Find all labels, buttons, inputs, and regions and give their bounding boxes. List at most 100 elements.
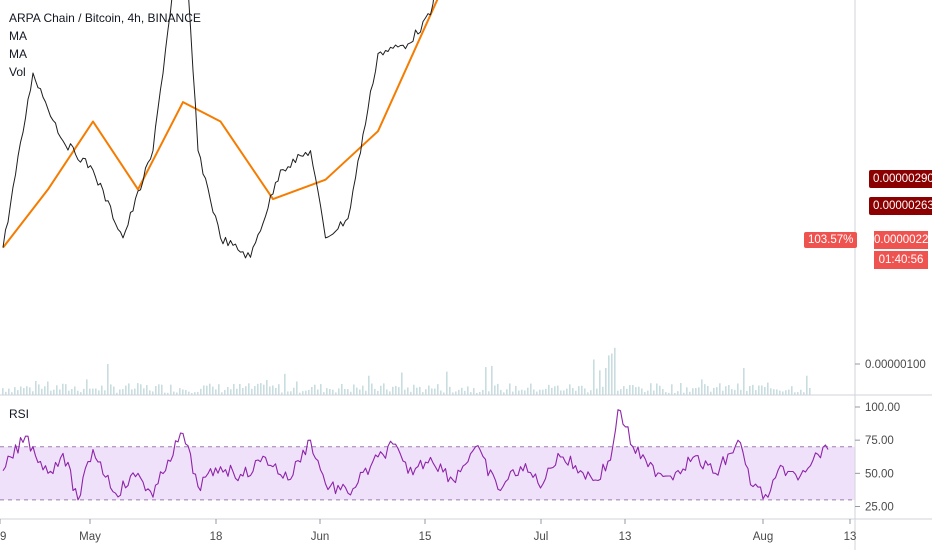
volume-bar — [461, 387, 463, 395]
volume-bar — [527, 387, 529, 395]
volume-bar — [554, 386, 556, 395]
volume-bar — [47, 381, 49, 395]
volume-bar — [344, 388, 346, 395]
volume-bar — [20, 386, 22, 395]
volume-bar — [29, 387, 31, 395]
volume-bar — [239, 384, 241, 395]
chart-title[interactable]: ARPA Chain / Bitcoin, 4h, BINANCE — [9, 11, 201, 25]
volume-bar — [632, 385, 634, 395]
volume-bar — [80, 392, 82, 395]
volume-bar — [446, 371, 448, 395]
volume-bar — [476, 392, 478, 395]
volume-bar — [374, 388, 376, 395]
volume-bar — [464, 390, 466, 395]
volume-bar — [137, 383, 139, 395]
volume-bar — [128, 383, 130, 395]
volume-bar — [170, 384, 172, 395]
volume-bar — [377, 390, 379, 395]
volume-bar — [716, 387, 718, 395]
rsi-band-fill — [0, 446, 855, 500]
volume-bar — [386, 389, 388, 395]
volume-bar — [470, 392, 472, 395]
volume-bar — [182, 389, 184, 395]
price-series — [2, 0, 439, 259]
volume-bar — [806, 375, 808, 395]
volume-bar — [740, 389, 742, 395]
rsi-tick-label: 75.00 — [865, 435, 894, 447]
volume-bar — [41, 388, 43, 395]
volume-bar — [143, 388, 145, 395]
volume-bar — [500, 389, 502, 395]
volume-bar — [677, 391, 679, 395]
volume-bar — [140, 384, 142, 395]
volume-bar — [245, 386, 247, 395]
volume-bar — [161, 384, 163, 395]
volume-bar — [371, 383, 373, 395]
volume-bar — [728, 385, 730, 395]
volume-bar — [260, 383, 262, 395]
rsi-panel-label[interactable]: RSI — [9, 407, 30, 421]
volume-bar — [38, 384, 40, 395]
volume-bar — [335, 392, 337, 395]
price-line — [2, 0, 434, 259]
volume-bar — [434, 388, 436, 395]
volume-bar — [251, 388, 253, 395]
volume-bar — [494, 385, 496, 395]
volume-bar — [71, 388, 73, 395]
volume-bar — [665, 392, 667, 395]
volume-bar — [569, 384, 571, 395]
volume-bar — [131, 389, 133, 395]
volume-bar — [272, 385, 274, 395]
volume-bar — [410, 391, 412, 395]
rsi-line — [2, 409, 829, 501]
volume-bar — [35, 380, 37, 395]
volume-bar — [713, 387, 715, 395]
volume-bar — [155, 386, 157, 395]
volume-bar — [119, 389, 121, 395]
volume-bar — [401, 372, 403, 395]
volume-bar — [266, 380, 268, 395]
volume-bar — [590, 390, 592, 395]
volume-bar — [305, 390, 307, 395]
volume-bar — [521, 389, 523, 395]
rsi-tick-label: 100.00 — [865, 402, 900, 414]
volume-bar — [443, 392, 445, 395]
volume-bar — [695, 388, 697, 395]
volume-bar — [152, 391, 154, 395]
volume-bar — [536, 391, 538, 395]
volume-bar — [596, 388, 598, 395]
indicator-ma-1[interactable]: MA — [9, 29, 27, 43]
volume-bar — [497, 383, 499, 395]
volume-bar — [578, 386, 580, 395]
volume-bar — [413, 384, 415, 395]
volume-bar — [326, 388, 328, 395]
volume-bar — [506, 389, 508, 395]
volume-bar — [158, 384, 160, 395]
time-tick-label: 13 — [844, 531, 857, 543]
volume-bar — [455, 391, 457, 395]
volume-bar — [563, 390, 565, 395]
volume-bar — [59, 389, 61, 395]
volume-bar — [347, 389, 349, 395]
volume-bar — [308, 389, 310, 395]
volume-bar — [785, 390, 787, 395]
volume-bar — [518, 390, 520, 395]
volume-bar — [11, 392, 13, 395]
volume-bar — [338, 388, 340, 395]
volume-bar — [194, 392, 196, 395]
volume-bar — [509, 383, 511, 395]
volume-bar — [380, 385, 382, 395]
volume-bar — [503, 392, 505, 395]
volume-bar — [425, 389, 427, 395]
volume-bar — [647, 390, 649, 395]
volume-bar — [551, 387, 553, 395]
volume-bar — [23, 388, 25, 395]
indicator-ma-2[interactable]: MA — [9, 47, 27, 61]
percent-change-badge: 103.57% — [804, 232, 858, 248]
indicator-vol[interactable]: Vol — [9, 65, 26, 79]
volume-bar — [416, 387, 418, 395]
volume-bar — [95, 388, 97, 395]
volume-bar — [398, 387, 400, 395]
volume-bar — [167, 392, 169, 395]
